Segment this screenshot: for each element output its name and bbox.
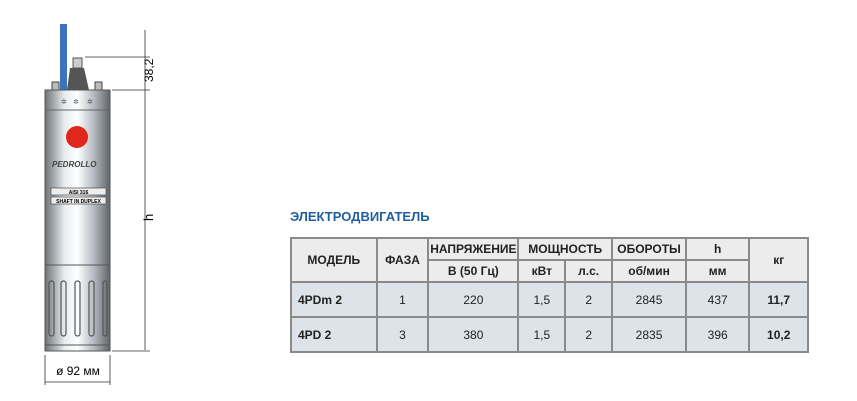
- pump-drawing: ✲ ✲ ✲ PEDROLLO AISI 316 SHAFT IN DUPLEX 38…: [44, 24, 156, 385]
- cell-model: 4PD 2: [290, 316, 378, 353]
- plate-material: AISI 316: [69, 190, 89, 196]
- cell-kw: 1,5: [517, 316, 567, 353]
- cable-gland: [67, 68, 89, 90]
- header-voltage: НАПРЯЖЕНИЕ: [427, 237, 520, 261]
- header-phase: ФАЗА: [375, 237, 430, 283]
- cell-hp: 2: [564, 281, 614, 318]
- cable: [60, 24, 67, 90]
- cell-h: 437: [684, 281, 751, 318]
- cell-h: 396: [684, 316, 751, 353]
- cell-phase: 3: [375, 316, 430, 353]
- header-power: МОЩНОСТЬ: [517, 237, 614, 261]
- dimension-lines: [44, 30, 150, 385]
- cell-voltage: 380: [427, 316, 520, 353]
- header-h-unit: мм: [684, 259, 751, 283]
- svg-text:✲: ✲: [87, 98, 93, 106]
- header-kg: кг: [748, 237, 809, 283]
- cell-voltage: 220: [427, 281, 520, 318]
- svg-text:✲: ✲: [61, 98, 67, 106]
- cell-hp: 2: [564, 316, 614, 353]
- brand-name: PEDROLLO: [52, 160, 97, 169]
- cell-kw: 1,5: [517, 281, 567, 318]
- header-voltage-unit: В (50 Гц): [427, 259, 520, 283]
- plate-shaft: SHAFT IN DUPLEX: [56, 199, 101, 205]
- motor-base: [44, 264, 111, 346]
- header-kw: кВт: [517, 259, 567, 283]
- table-row: 4PDm 2 1 220 1,5 2 2845 437 11,7: [290, 281, 809, 318]
- cell-kg: 11,7: [748, 281, 809, 318]
- cell-rpm: 2845: [611, 281, 687, 318]
- header-rpm-unit: об/мин: [611, 259, 687, 283]
- cell-rpm: 2835: [611, 316, 687, 353]
- header-hp: л.с.: [564, 259, 614, 283]
- table-row: 4PD 2 3 380 1,5 2 2835 396 10,2: [290, 316, 809, 353]
- brand-logo-icon: [66, 126, 88, 148]
- motor-body: [44, 89, 111, 266]
- svg-text:✲: ✲: [73, 98, 79, 106]
- header-h: h: [684, 237, 751, 261]
- motor-spec-table: МОДЕЛЬ ФАЗА НАПРЯЖЕНИЕ МОЩНОСТЬ ОБОРОТЫ …: [290, 237, 809, 353]
- cell-kg: 10,2: [748, 316, 809, 353]
- dimension-height: h: [141, 214, 156, 221]
- header-rpm: ОБОРОТЫ: [611, 237, 687, 261]
- cell-model: 4PDm 2: [290, 281, 378, 318]
- dimension-diameter: ø 92 мм: [56, 364, 100, 378]
- dimension-top: 38,2: [142, 58, 156, 82]
- table-title: ЭЛЕКТРОДВИГАТЕЛЬ: [290, 209, 430, 224]
- cell-phase: 1: [375, 281, 430, 318]
- header-model: МОДЕЛЬ: [290, 237, 378, 283]
